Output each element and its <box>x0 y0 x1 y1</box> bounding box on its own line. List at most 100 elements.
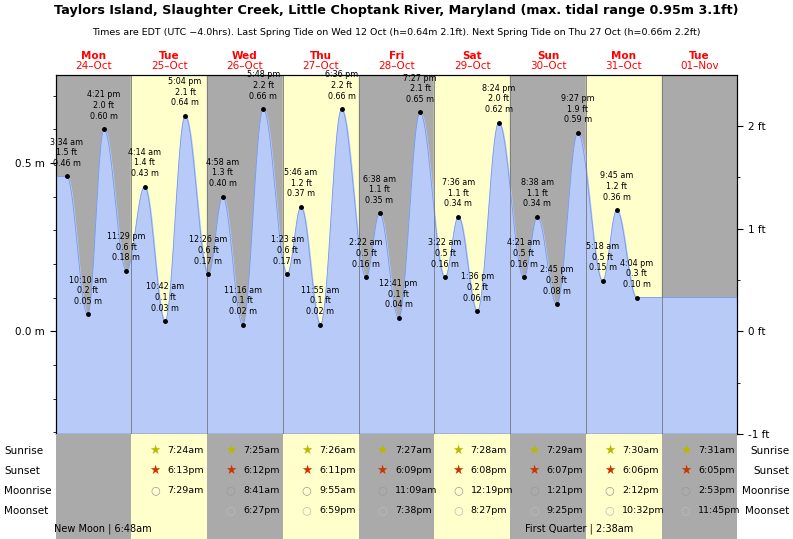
Text: Tue: Tue <box>689 51 710 61</box>
Text: ★: ★ <box>149 444 160 457</box>
Text: 7:38pm: 7:38pm <box>395 506 431 515</box>
Text: 27–Oct: 27–Oct <box>302 61 339 71</box>
Text: Sat: Sat <box>462 51 482 61</box>
Text: 11:29 pm
0.6 ft
0.18 m: 11:29 pm 0.6 ft 0.18 m <box>107 232 146 262</box>
Text: 4:04 pm
0.3 ft
0.10 m: 4:04 pm 0.3 ft 0.10 m <box>620 259 653 289</box>
Text: 2:45 pm
0.3 ft
0.08 m: 2:45 pm 0.3 ft 0.08 m <box>540 265 573 296</box>
Text: 25–Oct: 25–Oct <box>151 61 187 71</box>
Text: 8:38 am
1.1 ft
0.34 m: 8:38 am 1.1 ft 0.34 m <box>521 178 554 209</box>
Text: 6:13pm: 6:13pm <box>167 466 205 475</box>
Text: 3:34 am
1.5 ft
0.46 m: 3:34 am 1.5 ft 0.46 m <box>50 137 83 168</box>
Text: 30–Oct: 30–Oct <box>530 61 566 71</box>
Text: 5:46 am
1.2 ft
0.37 m: 5:46 am 1.2 ft 0.37 m <box>285 168 318 198</box>
Text: 5:48 pm
2.2 ft
0.66 m: 5:48 pm 2.2 ft 0.66 m <box>247 70 280 101</box>
Text: Mon: Mon <box>81 51 106 61</box>
Bar <box>132 434 207 539</box>
Text: 9:27 pm
1.9 ft
0.59 m: 9:27 pm 1.9 ft 0.59 m <box>561 94 595 125</box>
Text: 6:11pm: 6:11pm <box>319 466 355 475</box>
Bar <box>586 434 661 539</box>
Text: Sunset: Sunset <box>753 466 789 476</box>
Bar <box>283 75 358 434</box>
Text: ★: ★ <box>301 444 312 457</box>
Text: 8:27pm: 8:27pm <box>471 506 508 515</box>
Text: 6:05pm: 6:05pm <box>698 466 734 475</box>
Text: 01–Nov: 01–Nov <box>680 61 719 71</box>
Text: Wed: Wed <box>232 51 258 61</box>
Text: ○: ○ <box>453 486 463 496</box>
Text: 6:27pm: 6:27pm <box>243 506 280 515</box>
Text: ○: ○ <box>301 486 312 496</box>
Text: ★: ★ <box>680 464 691 477</box>
Text: 6:36 pm
2.2 ft
0.66 m: 6:36 pm 2.2 ft 0.66 m <box>325 70 358 101</box>
Text: ○: ○ <box>150 486 159 496</box>
Text: Sunrise: Sunrise <box>4 446 43 455</box>
Text: Fri: Fri <box>389 51 404 61</box>
Text: 7:30am: 7:30am <box>623 446 659 455</box>
Text: 9:25pm: 9:25pm <box>546 506 583 515</box>
Text: ○: ○ <box>529 506 538 516</box>
Text: Times are EDT (UTC −4.0hrs). Last Spring Tide on Wed 12 Oct (h=0.64m 2.1ft). Nex: Times are EDT (UTC −4.0hrs). Last Spring… <box>92 27 701 37</box>
Text: ○: ○ <box>301 506 312 516</box>
Text: ○: ○ <box>226 506 236 516</box>
Text: Moonrise: Moonrise <box>741 486 789 496</box>
Text: Mon: Mon <box>611 51 636 61</box>
Text: ○: ○ <box>605 486 615 496</box>
Text: New Moon | 6:48am: New Moon | 6:48am <box>54 523 152 534</box>
Bar <box>283 434 358 539</box>
Text: 12:41 pm
0.1 ft
0.04 m: 12:41 pm 0.1 ft 0.04 m <box>380 279 418 309</box>
Bar <box>207 434 283 539</box>
Text: 5:04 pm
2.1 ft
0.64 m: 5:04 pm 2.1 ft 0.64 m <box>168 77 202 107</box>
Text: 8:24 pm
2.0 ft
0.62 m: 8:24 pm 2.0 ft 0.62 m <box>482 84 515 114</box>
Text: 6:06pm: 6:06pm <box>623 466 659 475</box>
Text: 4:21 am
0.5 ft
0.16 m: 4:21 am 0.5 ft 0.16 m <box>508 238 541 269</box>
Text: ★: ★ <box>604 444 615 457</box>
Text: 2:22 am
0.5 ft
0.16 m: 2:22 am 0.5 ft 0.16 m <box>350 238 383 269</box>
Text: 4:21 pm
2.0 ft
0.60 m: 4:21 pm 2.0 ft 0.60 m <box>87 91 121 121</box>
Text: 7:28am: 7:28am <box>471 446 507 455</box>
Text: 26–Oct: 26–Oct <box>227 61 263 71</box>
Text: ★: ★ <box>377 464 388 477</box>
Text: 6:08pm: 6:08pm <box>471 466 508 475</box>
Text: ○: ○ <box>377 486 387 496</box>
Text: First Quarter | 2:38am: First Quarter | 2:38am <box>525 523 633 534</box>
Text: 3:22 am
0.5 ft
0.16 m: 3:22 am 0.5 ft 0.16 m <box>428 238 462 269</box>
Bar <box>510 434 586 539</box>
Bar <box>358 75 435 434</box>
Text: Tue: Tue <box>159 51 179 61</box>
Text: 29–Oct: 29–Oct <box>454 61 491 71</box>
Text: ★: ★ <box>301 464 312 477</box>
Bar <box>586 75 661 434</box>
Text: 10:42 am
0.1 ft
0.03 m: 10:42 am 0.1 ft 0.03 m <box>146 282 184 313</box>
Text: ★: ★ <box>604 464 615 477</box>
Text: 1:36 pm
0.2 ft
0.06 m: 1:36 pm 0.2 ft 0.06 m <box>461 272 494 302</box>
Text: 6:12pm: 6:12pm <box>243 466 280 475</box>
Text: ★: ★ <box>452 444 464 457</box>
Bar <box>510 75 586 434</box>
Text: 6:59pm: 6:59pm <box>319 506 355 515</box>
Text: ★: ★ <box>225 464 236 477</box>
Text: 12:26 am
0.6 ft
0.17 m: 12:26 am 0.6 ft 0.17 m <box>190 235 228 266</box>
Text: 11:16 am
0.1 ft
0.02 m: 11:16 am 0.1 ft 0.02 m <box>224 286 262 316</box>
Text: 4:58 am
1.3 ft
0.40 m: 4:58 am 1.3 ft 0.40 m <box>206 158 239 188</box>
Text: ○: ○ <box>680 506 690 516</box>
Text: 24–Oct: 24–Oct <box>75 61 112 71</box>
Text: 7:31am: 7:31am <box>698 446 734 455</box>
Text: ○: ○ <box>680 486 690 496</box>
Text: Taylors Island, Slaughter Creek, Little Choptank River, Maryland (max. tidal ran: Taylors Island, Slaughter Creek, Little … <box>54 4 739 17</box>
Text: 7:25am: 7:25am <box>243 446 280 455</box>
Text: 11:09am: 11:09am <box>395 486 437 495</box>
Text: 6:38 am
1.1 ft
0.35 m: 6:38 am 1.1 ft 0.35 m <box>363 175 396 205</box>
Text: ★: ★ <box>149 464 160 477</box>
Bar <box>358 434 435 539</box>
Text: 12:19pm: 12:19pm <box>471 486 513 495</box>
Text: 11:45pm: 11:45pm <box>698 506 741 515</box>
Text: ○: ○ <box>226 486 236 496</box>
Text: ★: ★ <box>528 464 539 477</box>
Text: 5:18 am
0.5 ft
0.15 m: 5:18 am 0.5 ft 0.15 m <box>586 242 619 272</box>
Text: 7:36 am
1.1 ft
0.34 m: 7:36 am 1.1 ft 0.34 m <box>442 178 475 209</box>
Text: Moonrise: Moonrise <box>4 486 52 496</box>
Text: 6:07pm: 6:07pm <box>546 466 583 475</box>
Text: 10:10 am
0.2 ft
0.05 m: 10:10 am 0.2 ft 0.05 m <box>68 275 107 306</box>
Text: 7:24am: 7:24am <box>167 446 204 455</box>
Text: 31–Oct: 31–Oct <box>606 61 642 71</box>
